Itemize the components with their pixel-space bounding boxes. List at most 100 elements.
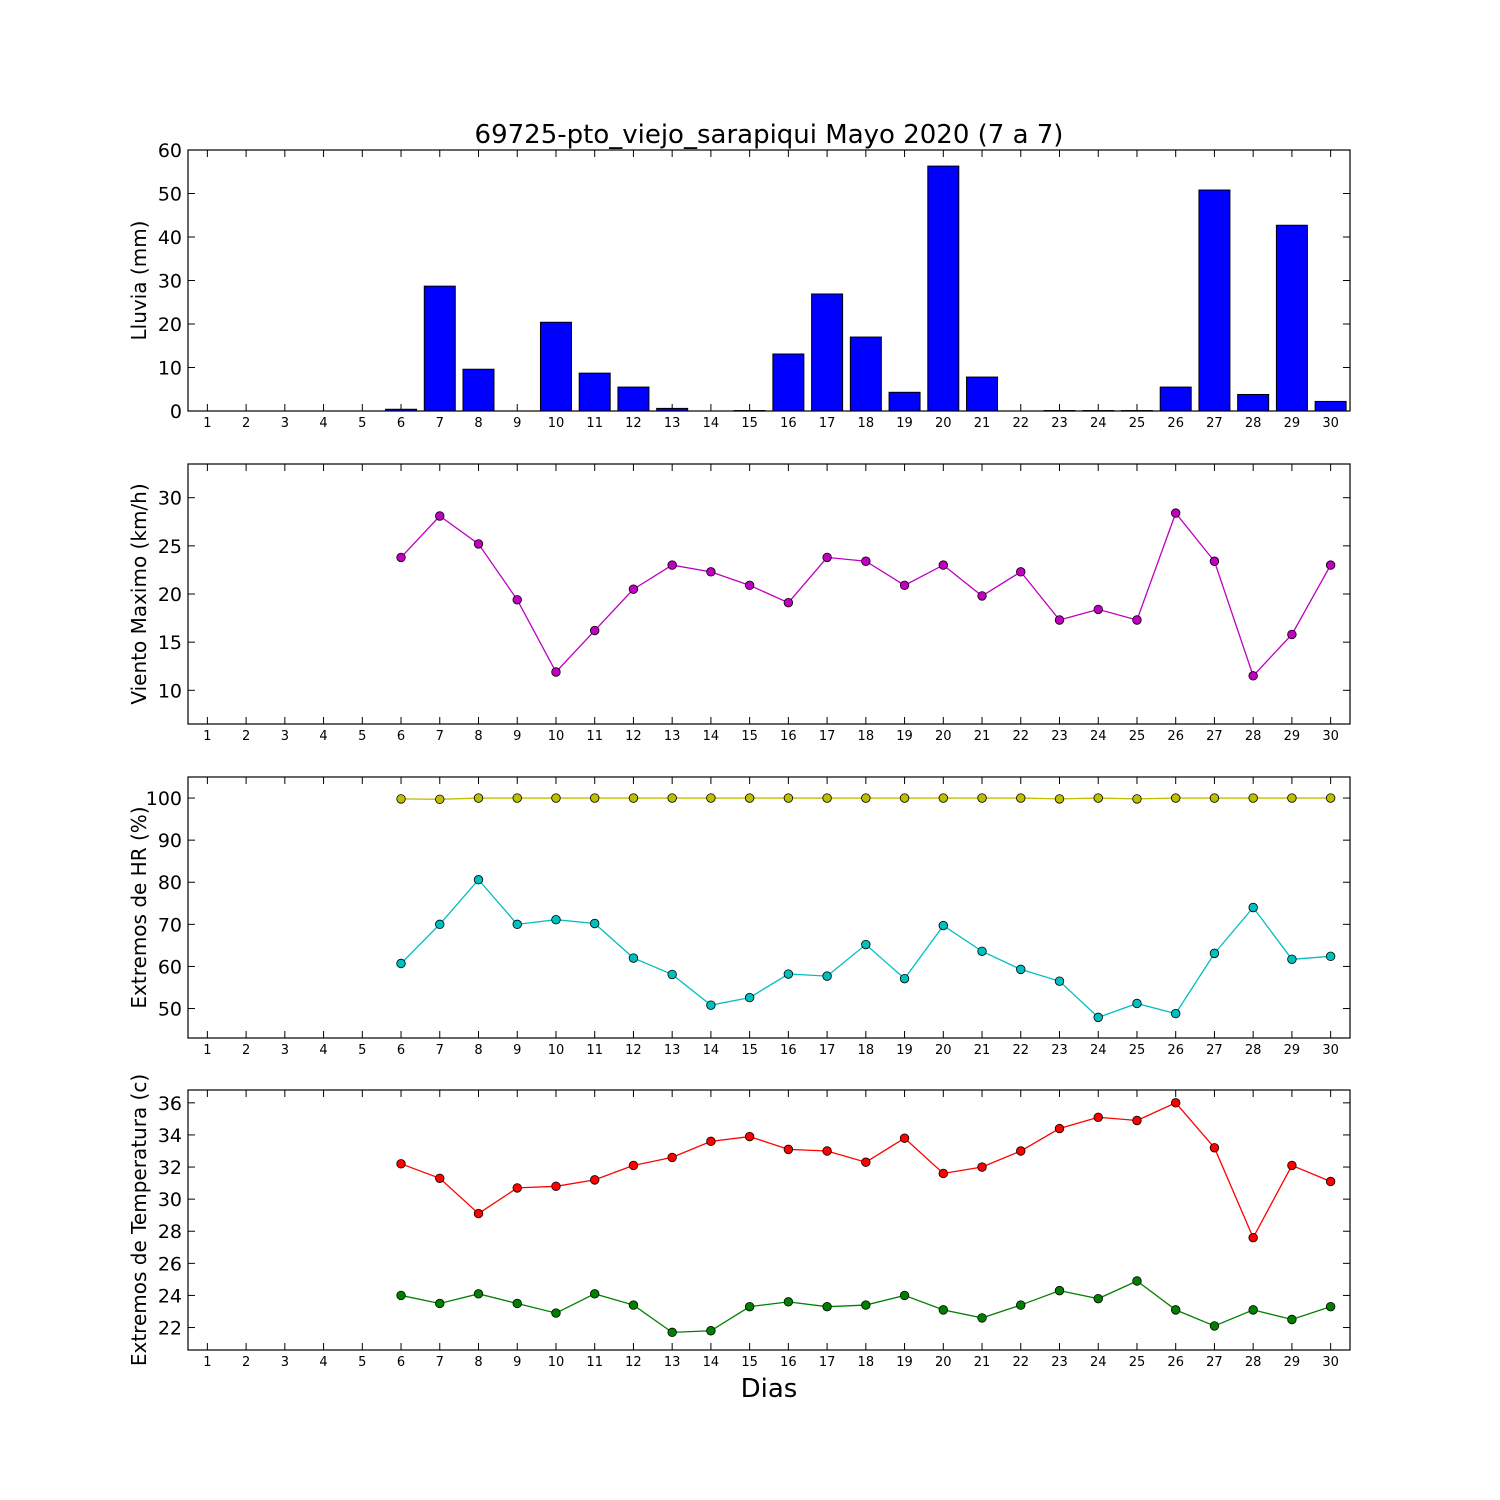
temperature-xtick-label: 1 [203,1355,211,1370]
hr-min-point [706,1000,716,1010]
hr-min-point [590,918,600,929]
rain-bar [849,336,882,412]
wind-xtick-label: 2 [242,729,250,744]
rain-xtick-label: 14 [703,416,720,431]
wind-xtick-label: 23 [1051,729,1068,744]
hr-min-point [1093,1012,1103,1023]
wind-point [396,552,406,563]
temp-min-point [551,1308,561,1318]
wind-xtick-label: 8 [474,729,482,744]
temperature-plot-frame [187,1089,1351,1351]
hr-min-point [938,920,949,931]
humidity-ytick-label: 50 [158,999,182,1021]
humidity-panel [187,776,1351,1039]
temperature-ytick-label: 26 [158,1253,182,1275]
temp-min-point [861,1300,871,1310]
wind-point [512,595,522,605]
temperature-xtick-label: 18 [858,1355,875,1370]
hr-max-point [473,793,484,803]
temperature-ytick-label: 32 [158,1157,182,1179]
temperature-xtick-label: 29 [1284,1355,1301,1370]
rain-y-axis-label: Lluvia (mm) [127,221,151,341]
temp-min-point [1132,1276,1142,1286]
wind-xtick-label: 16 [780,729,797,744]
humidity-xtick-label: 23 [1051,1043,1068,1058]
rain-xtick-label: 11 [586,416,603,431]
temp-max-point [1054,1123,1065,1134]
hr-min-point [435,919,445,930]
hr-max-point [667,793,677,803]
hr-min-point [783,969,794,979]
temp-max-point [473,1208,484,1219]
wind-xtick-label: 24 [1090,729,1107,744]
wind-point [1093,604,1103,615]
hr-min-point [1016,964,1026,975]
humidity-xtick-label: 8 [474,1043,482,1058]
wind-xtick-label: 3 [281,729,289,744]
wind-xtick-label: 14 [703,729,720,744]
temp-min-point [667,1327,677,1338]
hr-max-point [1093,793,1103,803]
rain-xtick-label: 7 [436,416,444,431]
temperature-xtick-label: 2 [242,1355,250,1370]
hr-min-point [861,939,871,950]
rain-bar [539,321,572,412]
wind-ytick-label: 15 [158,632,182,654]
figure-title: 69725-pto_viejo_sarapiqui Mayo 2020 (7 a… [475,120,1064,150]
temp-max-point [396,1159,406,1169]
humidity-ytick-label: 70 [158,914,182,936]
temp-min-point [512,1298,522,1309]
rain-ytick-label: 30 [158,271,182,293]
rain-bar [927,165,960,412]
temp-min-point [977,1313,987,1323]
rain-xtick-label: 15 [741,416,758,431]
rain-bar [462,368,495,412]
rain-bar [966,376,999,412]
humidity-xtick-label: 9 [513,1043,521,1058]
humidity-xtick-label: 21 [974,1043,991,1058]
hr-min-point [1248,902,1258,913]
wind-point [861,556,871,566]
humidity-xtick-label: 17 [819,1043,836,1058]
rain-panel [187,149,1351,412]
rain-xtick-label: 17 [819,416,836,431]
humidity-xtick-label: 10 [548,1043,565,1058]
rain-xtick-label: 4 [319,416,327,431]
hr-max-point [1132,794,1142,804]
wind-point [1325,560,1336,570]
hr-max-point [1287,793,1297,803]
temperature-xtick-label: 19 [896,1355,913,1370]
hr-min-point [1209,948,1220,959]
humidity-xtick-label: 14 [703,1043,720,1058]
temperature-ytick-label: 24 [158,1285,182,1307]
hr-max-point [822,793,832,803]
temp-max-point [706,1136,716,1147]
rain-bar [772,353,805,412]
temp-min-point [628,1300,639,1310]
humidity-xtick-label: 15 [741,1043,758,1058]
hr-max-point [512,793,522,803]
wind-point [590,625,600,636]
rain-bar [1120,410,1153,412]
temp-min-point [1248,1305,1258,1315]
temperature-ytick-label: 22 [158,1318,182,1340]
hr-max-point [396,794,406,804]
wind-xtick-label: 19 [896,729,913,744]
rain-xtick-label: 21 [974,416,991,431]
rain-plot-frame [187,149,1351,412]
wind-xtick-label: 6 [397,729,405,744]
temperature-y-axis-label: Extremos de Temperatura (c) [127,1074,151,1366]
humidity-xtick-label: 2 [242,1043,250,1058]
rain-xtick-label: 16 [780,416,797,431]
hr-min-point [551,915,561,925]
temperature-xtick-label: 20 [935,1355,952,1370]
temperature-xtick-label: 16 [780,1355,797,1370]
hr-max-point [435,794,445,805]
temp-max-point [1287,1160,1297,1171]
temp-min-point [473,1289,484,1299]
temperature-xtick-label: 25 [1129,1355,1146,1370]
humidity-ytick-label: 90 [158,830,182,852]
temperature-ytick-label: 30 [158,1189,182,1211]
wind-xtick-label: 21 [974,729,991,744]
temp-max-point [899,1133,910,1143]
